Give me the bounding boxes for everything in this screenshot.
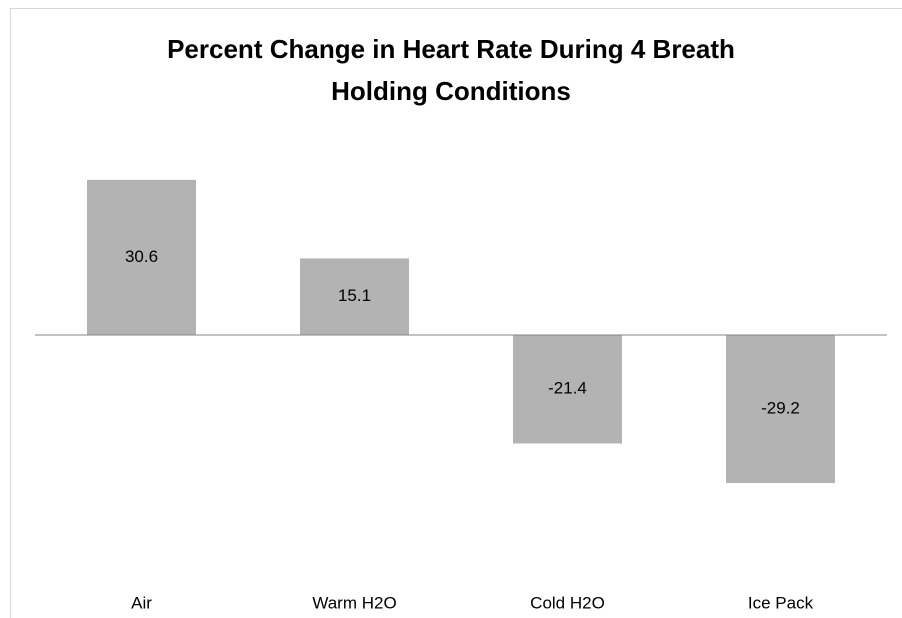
data-label: 30.6 <box>125 247 158 266</box>
chart-title: Percent Change in Heart Rate During 4 Br… <box>167 34 735 106</box>
bar <box>726 335 835 484</box>
chart-border <box>10 8 902 618</box>
bar <box>513 335 622 444</box>
x-tick-label: Warm H2O <box>312 593 396 612</box>
bar <box>300 258 409 335</box>
x-tick-label: Air <box>131 593 152 612</box>
data-label: 15.1 <box>338 286 371 305</box>
data-label: -29.2 <box>761 399 800 418</box>
x-tick-label: Cold H2O <box>530 593 605 612</box>
data-label: -21.4 <box>548 379 587 398</box>
x-tick-label: Ice Pack <box>748 593 814 612</box>
bar <box>87 179 196 335</box>
